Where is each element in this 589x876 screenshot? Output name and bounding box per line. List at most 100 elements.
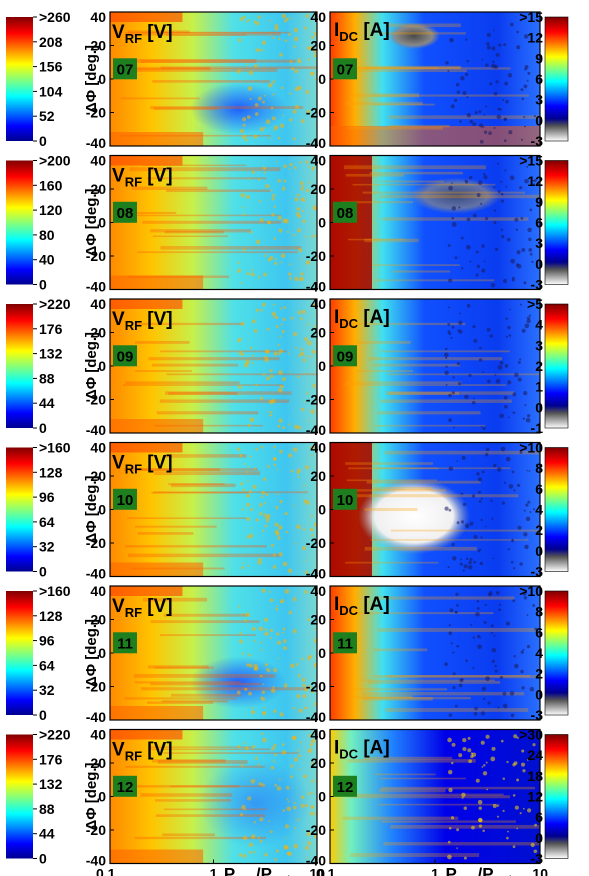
colorbar-left bbox=[6, 17, 33, 141]
field-streak bbox=[160, 66, 317, 69]
field-streak bbox=[142, 220, 281, 224]
colorbar-right-label: 18 bbox=[527, 768, 543, 784]
field-speckle bbox=[311, 167, 315, 171]
field-speckle bbox=[277, 178, 282, 183]
field-speckle bbox=[302, 546, 307, 551]
field-speckle bbox=[238, 350, 244, 356]
colorbar-right-label: 2 bbox=[535, 522, 543, 538]
field-speckle bbox=[495, 591, 500, 595]
field-speckle bbox=[479, 346, 482, 350]
field-speckle bbox=[472, 636, 475, 639]
field-speckle bbox=[277, 136, 281, 140]
field-speckle bbox=[476, 634, 481, 639]
field-speckle bbox=[481, 686, 486, 691]
field-speckle bbox=[469, 175, 473, 180]
field-streak bbox=[374, 773, 436, 776]
field-speckle bbox=[506, 760, 509, 764]
field-streak bbox=[166, 373, 317, 376]
field-speckle bbox=[247, 653, 251, 657]
colorbar-right-label: -3 bbox=[531, 707, 544, 723]
field-speckle bbox=[502, 98, 505, 101]
colorbar-right-label: 0 bbox=[535, 256, 543, 272]
y-tick-label-left: 40 bbox=[90, 440, 106, 456]
field-speckle bbox=[505, 456, 511, 462]
idc-field bbox=[330, 729, 540, 864]
field-speckle bbox=[516, 250, 521, 255]
field-speckle bbox=[521, 749, 525, 753]
field-speckle bbox=[237, 38, 242, 43]
field-speckle bbox=[270, 688, 276, 694]
field-speckle bbox=[466, 303, 471, 308]
field-speckle bbox=[237, 268, 242, 273]
field-speckle bbox=[251, 361, 254, 364]
y-tick-label-left: 20 bbox=[90, 181, 106, 197]
colorbar-left-label: >160 bbox=[39, 440, 71, 456]
field-speckle bbox=[302, 198, 306, 202]
field-speckle bbox=[251, 354, 254, 357]
field-speckle bbox=[314, 522, 317, 527]
field-speckle bbox=[497, 190, 501, 194]
field-streak bbox=[170, 785, 265, 788]
field-speckle bbox=[478, 824, 483, 828]
field-speckle bbox=[534, 627, 538, 631]
field-speckle bbox=[248, 842, 254, 848]
field-speckle bbox=[522, 648, 525, 651]
field-speckle bbox=[502, 777, 506, 781]
field-streak bbox=[128, 785, 240, 788]
field-speckle bbox=[253, 328, 258, 333]
field-speckle bbox=[301, 677, 306, 682]
field-speckle bbox=[276, 468, 279, 471]
field-speckle bbox=[306, 188, 310, 193]
colorbar-left-label: 0 bbox=[39, 277, 47, 293]
field-speckle bbox=[497, 365, 503, 370]
field-band-bottom bbox=[110, 562, 204, 577]
field-speckle bbox=[304, 355, 307, 358]
field-speckle bbox=[238, 605, 241, 608]
field-speckle bbox=[258, 782, 262, 786]
field-speckle bbox=[476, 472, 480, 476]
field-speckle bbox=[451, 742, 456, 747]
field-speckle bbox=[287, 33, 291, 36]
field-speckle bbox=[269, 637, 272, 640]
field-streak bbox=[361, 692, 525, 696]
field-speckle bbox=[289, 16, 292, 19]
field-speckle bbox=[246, 502, 250, 507]
field-speckle bbox=[274, 783, 278, 787]
y-tick-label-left: 0 bbox=[98, 358, 106, 374]
field-speckle bbox=[272, 36, 275, 39]
y-tick-label-right: -40 bbox=[306, 422, 326, 438]
field-speckle bbox=[278, 228, 283, 233]
field-streak bbox=[157, 760, 248, 764]
field-speckle bbox=[482, 426, 486, 431]
field-blob bbox=[411, 177, 501, 214]
field-speckle bbox=[286, 798, 289, 801]
vrf-panel-title: VRF [V] bbox=[112, 453, 173, 477]
field-streak bbox=[388, 115, 540, 119]
y-tick-label-left: 40 bbox=[90, 153, 106, 169]
field-speckle bbox=[464, 179, 467, 182]
field-speckle bbox=[448, 393, 452, 398]
idc-row-badge bbox=[333, 345, 357, 367]
vrf-row-badge bbox=[113, 345, 137, 367]
field-speckle bbox=[533, 183, 536, 186]
field-speckle bbox=[283, 164, 288, 169]
field-speckle bbox=[306, 340, 312, 346]
field-speckle bbox=[498, 603, 501, 607]
field-speckle bbox=[519, 358, 522, 361]
field-streak bbox=[383, 842, 540, 846]
field-speckle bbox=[296, 193, 300, 197]
field-speckle bbox=[280, 86, 284, 90]
field-speckle bbox=[272, 193, 276, 198]
field-band-top bbox=[110, 12, 183, 22]
field-speckle bbox=[243, 15, 246, 19]
field-speckle bbox=[494, 247, 499, 251]
field-speckle bbox=[302, 694, 307, 699]
y-tick-label-right: 20 bbox=[310, 181, 326, 197]
field-speckle bbox=[504, 81, 509, 86]
colorbar-right-label: -1 bbox=[531, 420, 544, 436]
field-speckle bbox=[253, 64, 258, 68]
field-speckle bbox=[259, 817, 264, 822]
y-tick-label-right: -20 bbox=[306, 392, 326, 408]
field-speckle bbox=[260, 48, 264, 52]
